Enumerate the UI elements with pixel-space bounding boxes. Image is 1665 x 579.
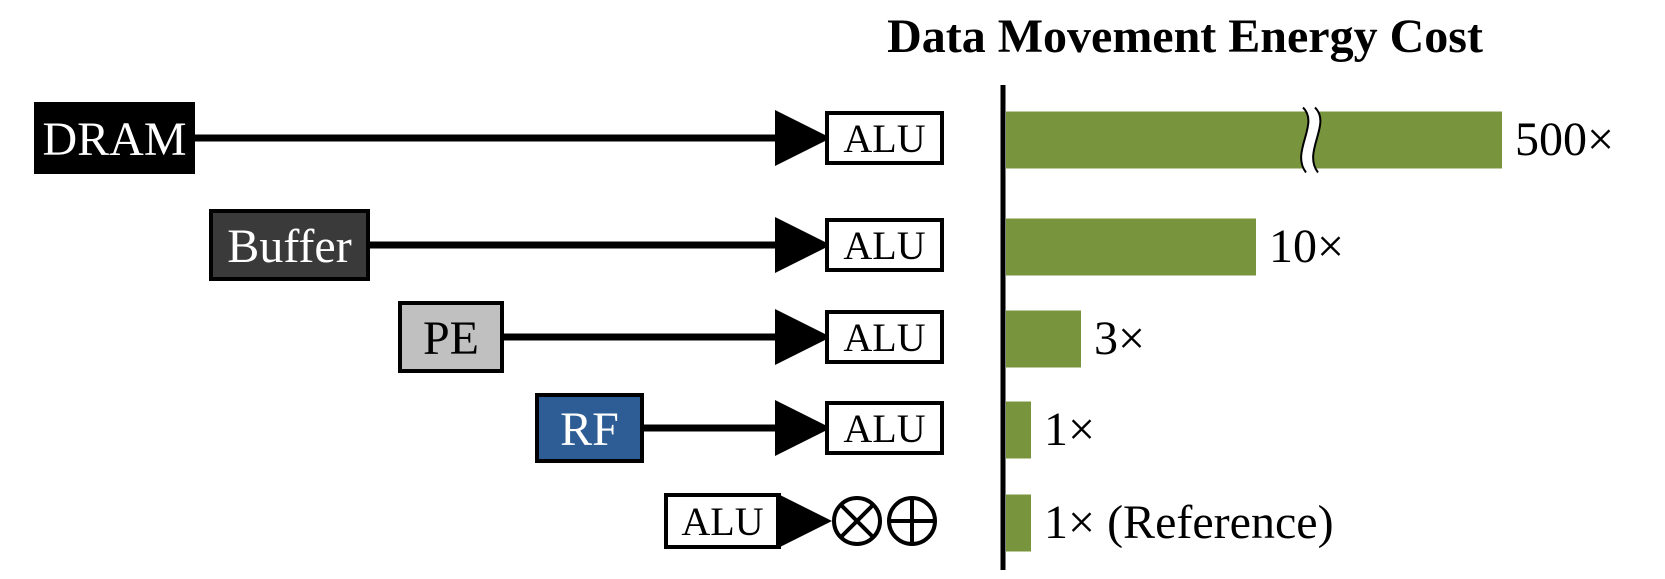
axis-break-line-b [1312,106,1322,174]
alu-box [825,401,944,455]
source-label: PE [423,312,479,365]
alu-box [825,111,944,165]
source-label: Buffer [227,220,351,273]
value-label-pe: 3× [1094,312,1145,365]
value-label-alu: 1× (Reference) [1044,496,1334,549]
bar-pe [1006,310,1081,368]
alu-label: ALU [843,315,925,360]
bar-buffer [1006,218,1256,276]
source-box-pe [398,301,504,373]
axis-break-gap [1301,107,1321,173]
source-label: DRAM [42,113,186,166]
multiply-icon-stroke-b [839,503,875,539]
value-label-buffer: 10× [1269,220,1344,273]
alu-box [825,310,944,364]
alu-label: ALU [843,406,925,451]
alu-box [825,218,944,272]
bar-rf [1006,401,1031,459]
value-label-rf: 1× [1044,403,1095,456]
value-label-dram: 500× [1515,113,1614,166]
chart-title: Data Movement Energy Cost [887,10,1483,63]
source-box-alu [664,493,781,549]
alu-label: ALU [843,116,925,161]
bar-alu [1006,494,1031,552]
bar-dram [1006,111,1502,169]
source-box-buffer [209,209,370,281]
alu-label: ALU [843,223,925,268]
axis-break-line-a [1300,106,1310,174]
source-label: ALU [681,499,763,544]
source-label: RF [560,403,619,456]
